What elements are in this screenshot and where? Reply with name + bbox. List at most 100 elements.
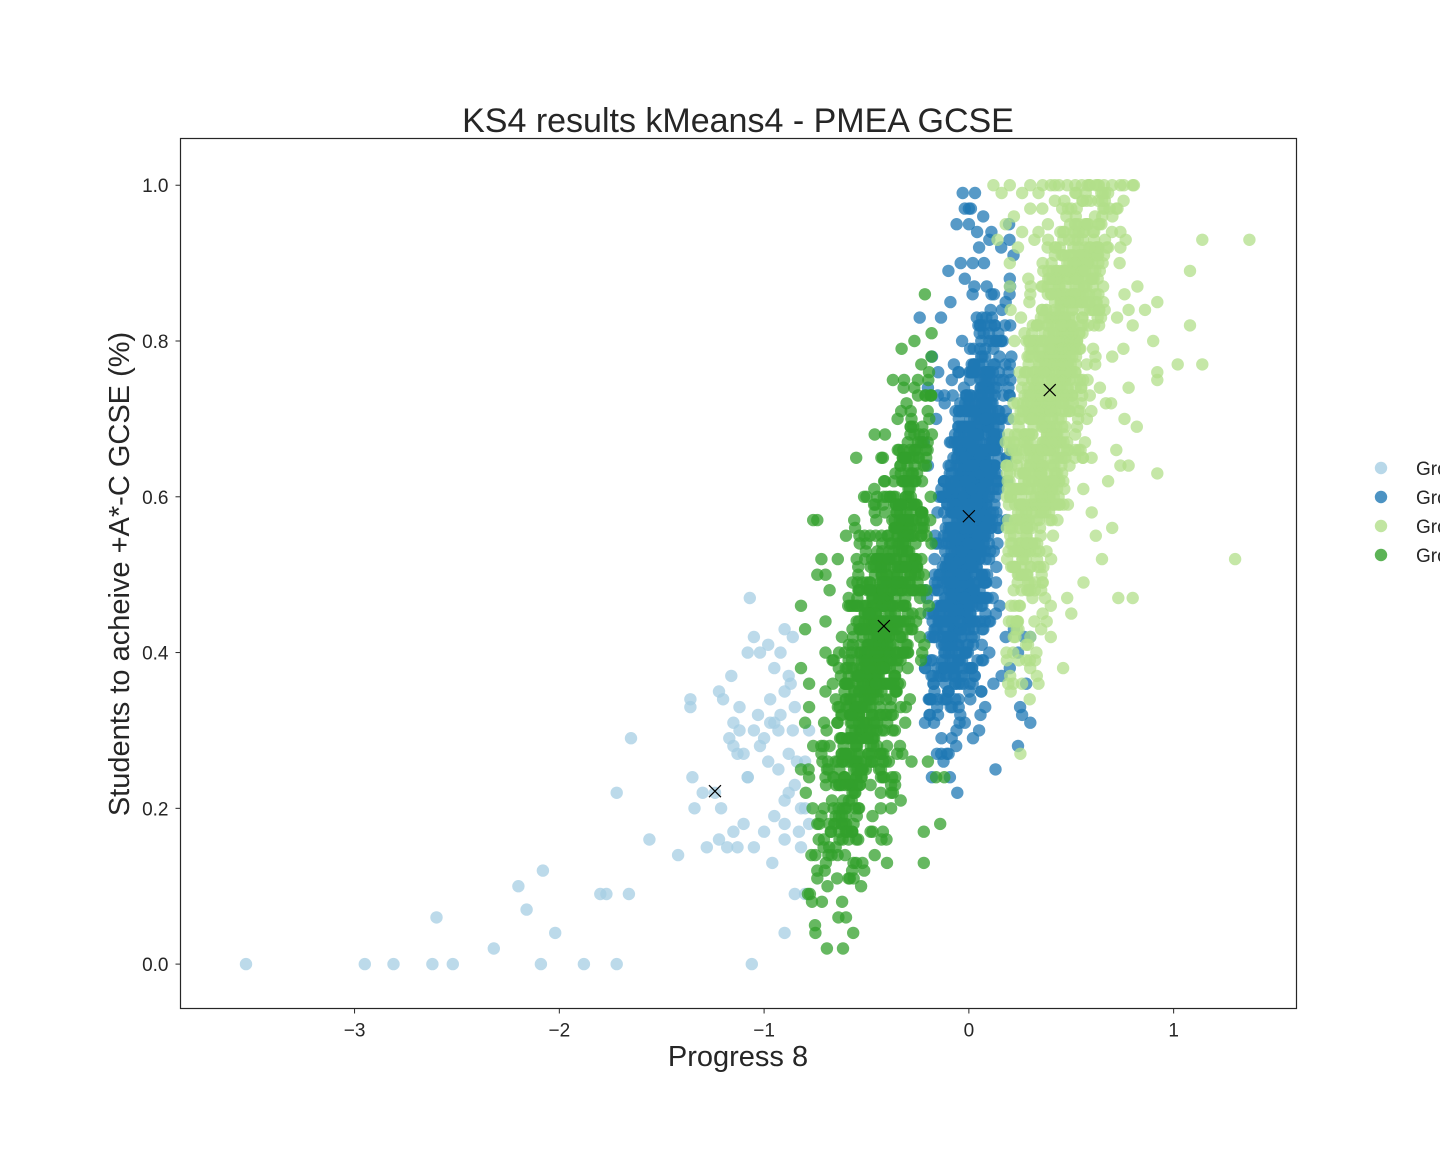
data-point	[915, 358, 928, 371]
data-point	[875, 747, 888, 760]
data-point	[1104, 397, 1118, 410]
data-point	[946, 389, 959, 402]
data-point	[1122, 459, 1135, 472]
data-point	[989, 576, 1003, 589]
data-point	[976, 397, 989, 410]
data-point	[1122, 303, 1135, 317]
data-point	[991, 233, 1004, 246]
data-point	[1005, 459, 1018, 472]
data-point	[964, 521, 977, 535]
data-point	[893, 513, 907, 527]
data-point	[1183, 319, 1197, 332]
data-point	[962, 218, 976, 231]
data-point	[1055, 319, 1068, 332]
data-point	[1126, 591, 1139, 605]
data-point	[1127, 179, 1141, 192]
data-point	[1147, 334, 1160, 348]
data-point	[1092, 303, 1106, 317]
data-point	[671, 848, 685, 862]
data-point	[924, 490, 937, 503]
data-point	[1015, 186, 1029, 200]
data-point	[983, 467, 996, 480]
data-point	[1004, 669, 1017, 683]
data-point	[747, 724, 761, 737]
data-point	[904, 428, 917, 441]
legend-label-4: Gro	[1416, 546, 1440, 567]
data-point	[958, 272, 971, 285]
data-point	[577, 957, 591, 971]
data-point	[1080, 358, 1093, 371]
data-point	[916, 646, 929, 659]
data-point	[861, 654, 874, 667]
data-point	[1056, 249, 1070, 262]
data-point	[1101, 475, 1115, 488]
data-point	[989, 763, 1002, 776]
data-point	[803, 887, 817, 901]
centroid-marker-3	[1043, 383, 1057, 397]
data-point	[987, 288, 1001, 301]
data-point	[944, 591, 958, 605]
data-point	[1096, 210, 1109, 223]
data-point	[1060, 210, 1073, 223]
data-point	[962, 459, 975, 472]
data-point	[931, 506, 944, 519]
data-point	[932, 366, 945, 379]
data-point	[1060, 264, 1074, 278]
data-point	[1112, 591, 1125, 605]
data-point	[1017, 404, 1030, 418]
data-point	[1036, 202, 1049, 215]
data-point	[884, 677, 897, 690]
data-point	[1151, 467, 1164, 480]
series-3-points	[987, 179, 1256, 760]
data-point	[1024, 179, 1037, 192]
data-point	[716, 693, 730, 706]
data-point	[873, 661, 887, 675]
data-point	[1078, 264, 1092, 278]
data-point	[847, 926, 860, 940]
data-point	[1002, 498, 1016, 511]
data-point	[1022, 584, 1035, 597]
data-point	[819, 685, 832, 698]
data-point	[536, 864, 550, 877]
y-axis-label: Students to acheive +A*-C GCSE (%)	[104, 332, 136, 816]
data-point	[426, 957, 439, 971]
legend-marker-2	[1374, 490, 1388, 504]
data-point	[768, 661, 781, 675]
data-point	[951, 786, 964, 799]
data-point	[1014, 747, 1027, 760]
data-point	[874, 763, 888, 776]
data-point	[802, 700, 816, 714]
data-point	[811, 513, 824, 527]
data-point	[922, 599, 935, 612]
data-point	[1056, 661, 1070, 675]
data-point	[868, 482, 881, 496]
data-point	[864, 778, 877, 792]
data-point	[1061, 498, 1075, 511]
x-axis-ticks: −3 −2 −1 0 1	[344, 1008, 1179, 1042]
data-point	[979, 412, 992, 426]
data-point	[934, 817, 947, 831]
data-point	[1006, 560, 1020, 574]
data-point	[813, 817, 826, 831]
data-point	[911, 389, 925, 402]
data-point	[869, 498, 882, 511]
data-point	[886, 708, 899, 722]
data-point	[956, 186, 969, 200]
data-point	[850, 451, 863, 464]
data-point	[848, 685, 861, 698]
data-point	[700, 841, 713, 854]
data-point	[954, 256, 967, 270]
data-point	[1033, 521, 1047, 535]
data-point	[1071, 272, 1084, 285]
data-point	[889, 552, 903, 566]
data-point	[968, 280, 981, 293]
data-point	[995, 186, 1008, 200]
data-point	[905, 755, 918, 768]
data-point	[911, 436, 925, 449]
data-point	[774, 646, 787, 659]
x-axis-label: Progress 8	[668, 1041, 808, 1073]
plot-frame	[179, 137, 1298, 1010]
data-point	[792, 825, 806, 838]
data-point	[941, 498, 954, 511]
data-point	[847, 872, 860, 885]
